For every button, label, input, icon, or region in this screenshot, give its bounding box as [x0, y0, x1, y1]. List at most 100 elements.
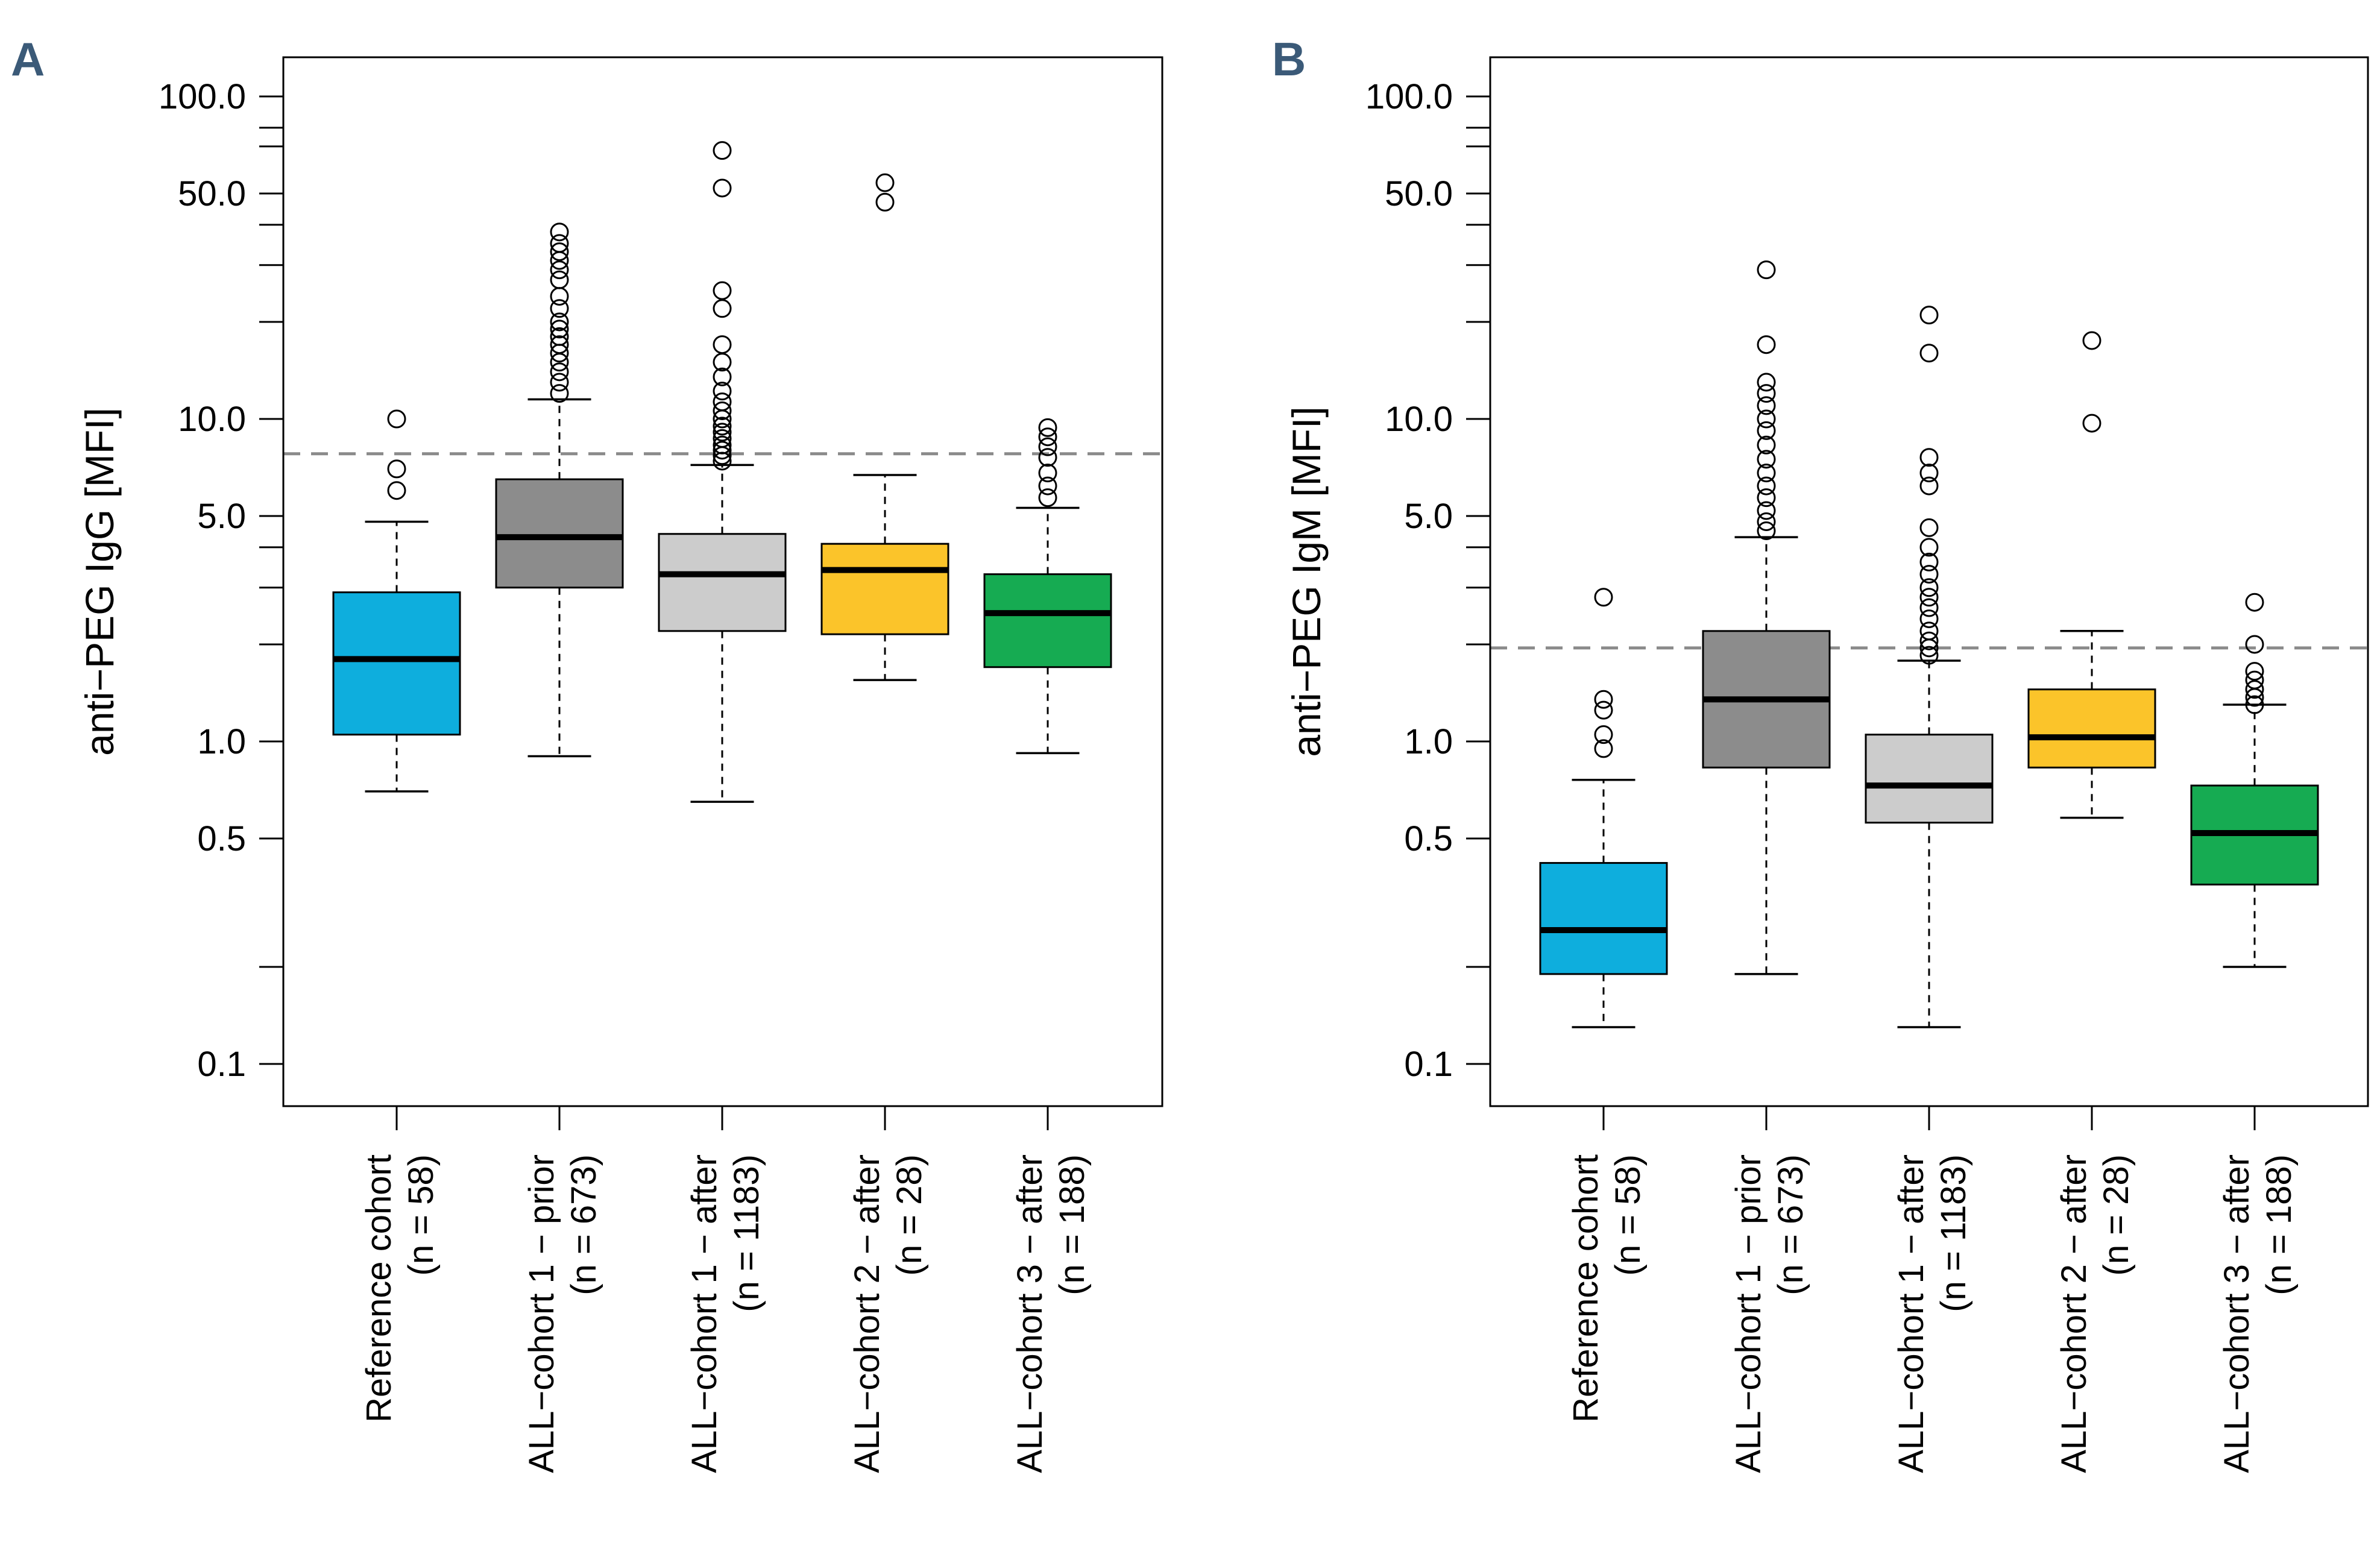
panel-b-y-tick-label: 0.5	[1404, 819, 1453, 858]
outlier-point	[550, 260, 569, 280]
outlier-point	[1038, 488, 1057, 508]
outlier-point	[550, 319, 569, 339]
panel-a-category-n-reference-cohort: (n = 58)	[401, 1154, 441, 1276]
outlier-point	[1594, 690, 1613, 709]
panel-a-category-labels: Reference cohort (n = 58) ALL−cohort 1 − p…	[359, 1106, 1092, 1473]
outlier-point	[1919, 538, 1939, 557]
outlier-point	[1919, 464, 1939, 483]
panel-a-y-tick-label: 5.0	[197, 497, 246, 536]
outlier-point	[713, 382, 732, 401]
outlier-point	[1757, 488, 1776, 508]
outlier-point	[387, 481, 406, 500]
panel-a-category-n-all-cohort-3-after: (n = 188)	[1053, 1154, 1092, 1295]
panel-b-y-tick-label: 10.0	[1385, 400, 1453, 439]
panel-b-box-reference-cohort	[1539, 588, 1668, 1028]
outlier-point	[2245, 593, 2264, 612]
outlier-point	[713, 281, 732, 300]
outlier-point	[2082, 331, 2101, 350]
panel-a-category-n-all-cohort-2-after: (n = 28)	[890, 1154, 929, 1276]
outlier-point	[550, 222, 569, 242]
outlier-point	[1919, 578, 1939, 597]
panel-b-y-tick-label: 1.0	[1404, 722, 1453, 761]
outlier-point	[1757, 521, 1776, 541]
outlier-point	[2245, 670, 2264, 690]
iqr-box	[983, 573, 1112, 669]
panel-a-box-all-cohort-1-after	[658, 141, 787, 803]
outlier-point	[1757, 512, 1776, 532]
panel-b-box-all-cohort-2-after	[2027, 331, 2156, 819]
panel-b-category-label-all-cohort-3-after: ALL−cohort 3 − after	[2217, 1154, 2256, 1473]
panel-b-box-all-cohort-1-after	[1865, 306, 1994, 1028]
iqr-box	[658, 533, 787, 632]
panel-a-letter: A	[11, 33, 45, 86]
panel-b-box-all-cohort-3-after	[2190, 593, 2319, 968]
panel-a-boxes	[332, 141, 1112, 803]
outlier-point	[1757, 501, 1776, 520]
outlier-point	[1919, 344, 1939, 363]
outlier-point	[713, 141, 732, 160]
panel-b-y-ticks: 100.0 50.0 10.0 5.0 1.0 0.5 0.1	[1365, 77, 1490, 1084]
outlier-point	[1757, 384, 1776, 403]
iqr-box	[1865, 734, 1994, 824]
outlier-point	[1757, 396, 1776, 415]
panel-b-category-label-all-cohort-2-after: ALL−cohort 2 − after	[2054, 1154, 2094, 1473]
outlier-point	[550, 242, 569, 262]
iqr-box	[495, 478, 624, 589]
outlier-point	[550, 373, 569, 392]
outlier-point	[387, 459, 406, 479]
panel-b-category-n-all-cohort-2-after: (n = 28)	[2097, 1154, 2136, 1276]
panel-a-y-tick-label: 0.5	[197, 819, 246, 858]
panel-a-y-tick-label: 100.0	[159, 77, 246, 116]
iqr-box	[332, 591, 461, 736]
panel-a-y-tick-label: 0.1	[197, 1045, 246, 1084]
outlier-point	[550, 327, 569, 346]
panel-a-y-tick-label: 1.0	[197, 722, 246, 761]
panel-b-category-labels: Reference cohort (n = 58) ALL−cohort 1 − p…	[1566, 1106, 2299, 1473]
outlier-point	[550, 362, 569, 382]
panel-a-minor-ticks	[259, 127, 283, 968]
outlier-point	[713, 299, 732, 318]
outlier-point	[1038, 448, 1057, 467]
outlier-point	[1757, 464, 1776, 483]
panel-a: A anti−PEG IgG [MFI] 100.0 50.0 10.0 5.0 1.0…	[11, 33, 1163, 1473]
outlier-point	[1594, 725, 1613, 744]
outlier-point	[1038, 476, 1057, 496]
outlier-point	[875, 192, 895, 212]
outlier-point	[1038, 437, 1057, 456]
panel-b-y-tick-label: 100.0	[1365, 77, 1453, 116]
panel-a-category-n-all-cohort-1-after: (n = 1183)	[727, 1154, 766, 1312]
iqr-box	[1539, 862, 1668, 975]
outlier-point	[713, 178, 732, 198]
outlier-point	[387, 409, 406, 429]
outlier-point	[550, 234, 569, 253]
panel-b-minor-ticks	[1466, 127, 1490, 968]
panel-b-boxes	[1539, 260, 2319, 1028]
panel-a-y-tick-label: 10.0	[178, 400, 246, 439]
outlier-point	[713, 392, 732, 412]
outlier-point	[1757, 260, 1776, 280]
outlier-point	[1919, 621, 1939, 641]
outlier-point	[713, 401, 732, 420]
panel-a-box-all-cohort-1-prior	[495, 222, 624, 758]
panel-a-box-all-cohort-2-after	[820, 173, 949, 681]
outlier-point	[713, 367, 732, 386]
outlier-point	[1594, 588, 1613, 607]
outlier-point	[550, 335, 569, 354]
outlier-point	[2245, 680, 2264, 699]
outlier-point	[1919, 448, 1939, 467]
outlier-point	[1919, 306, 1939, 325]
outlier-point	[713, 417, 732, 436]
panel-b-category-n-all-cohort-3-after: (n = 188)	[2259, 1154, 2299, 1295]
outlier-point	[1919, 565, 1939, 584]
panel-b-category-label-all-cohort-1-after: ALL−cohort 1 − after	[1892, 1154, 1931, 1473]
outlier-point	[2245, 635, 2264, 654]
panel-a-category-label-all-cohort-2-after: ALL−cohort 2 − after	[848, 1154, 887, 1473]
panel-a-category-n-all-cohort-1-prior: (n = 673)	[564, 1154, 603, 1295]
panel-b-category-n-all-cohort-1-prior: (n = 673)	[1771, 1154, 1810, 1295]
outlier-point	[550, 384, 569, 403]
outlier-point	[713, 423, 732, 442]
panel-b-category-n-reference-cohort: (n = 58)	[1608, 1154, 1648, 1276]
iqr-box	[2027, 688, 2156, 769]
panel-b-category-label-all-cohort-1-prior: ALL−cohort 1 − prior	[1729, 1154, 1768, 1473]
outlier-point	[1919, 631, 1939, 650]
